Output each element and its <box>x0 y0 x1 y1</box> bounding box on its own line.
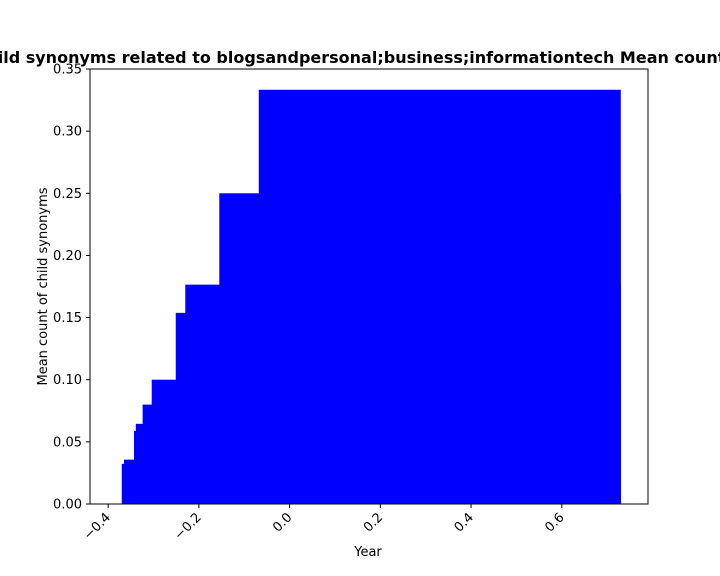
y-tick-label-6: 0.30 <box>53 125 82 140</box>
y-tick-label-1: 0.05 <box>53 435 82 450</box>
y-tick-label-4: 0.20 <box>53 249 82 264</box>
bars-group <box>121 89 621 505</box>
x-axis: −0.4 −0.2 0.0 0.2 0.4 0.6 <box>81 504 568 543</box>
x-tick-label-2: 0.0 <box>270 510 295 535</box>
x-tick-label-3: 0.2 <box>361 510 386 535</box>
y-axis-label: Mean count of child synonyms <box>36 187 51 385</box>
y-tick-label-5: 0.25 <box>53 187 82 202</box>
y-tick-label-7: 0.35 <box>53 63 82 78</box>
chart-title: Mean count of child synonyms related to … <box>0 48 720 67</box>
y-axis: 0.00 0.05 0.10 0.15 0.20 0.25 0.30 0.35 <box>53 63 90 513</box>
y-tick-label-2: 0.10 <box>53 373 82 388</box>
plot-frame <box>89 68 649 505</box>
x-axis-label: Year <box>353 545 382 560</box>
bar-9 <box>258 89 621 504</box>
y-tick-label-0: 0.00 <box>53 498 82 513</box>
x-tick-label-4: 0.4 <box>452 510 477 535</box>
x-tick-label-1: −0.2 <box>172 510 205 543</box>
x-tick-label-5: 0.6 <box>542 510 567 535</box>
y-tick-label-3: 0.15 <box>53 311 82 326</box>
x-tick-label-0: −0.4 <box>81 510 114 543</box>
